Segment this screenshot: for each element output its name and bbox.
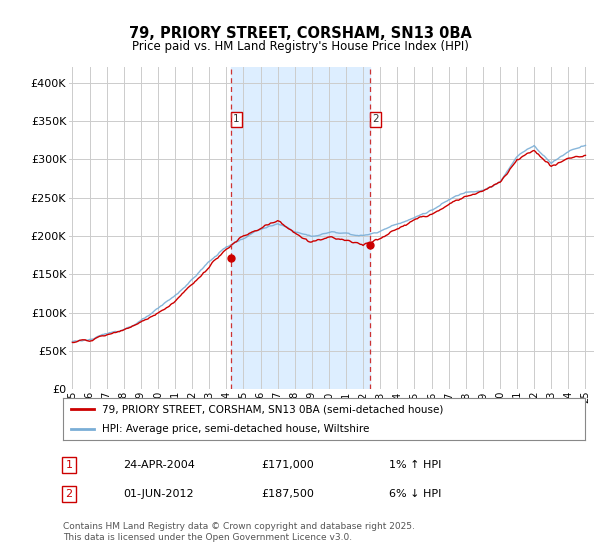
- Text: 1% ↑ HPI: 1% ↑ HPI: [389, 460, 441, 470]
- Text: 2: 2: [372, 114, 379, 124]
- Text: 01-JUN-2012: 01-JUN-2012: [123, 489, 194, 499]
- Text: £187,500: £187,500: [261, 489, 314, 499]
- Bar: [231, 67, 370, 389]
- Text: 1: 1: [233, 114, 240, 124]
- Text: 24-APR-2004: 24-APR-2004: [123, 460, 195, 470]
- Text: 79, PRIORY STREET, CORSHAM, SN13 0BA (semi-detached house): 79, PRIORY STREET, CORSHAM, SN13 0BA (se…: [102, 404, 443, 414]
- Text: HPI: Average price, semi-detached house, Wiltshire: HPI: Average price, semi-detached house,…: [102, 424, 370, 434]
- Text: Contains HM Land Registry data © Crown copyright and database right 2025.
This d: Contains HM Land Registry data © Crown c…: [63, 522, 415, 542]
- Text: Price paid vs. HM Land Registry's House Price Index (HPI): Price paid vs. HM Land Registry's House …: [131, 40, 469, 53]
- Text: 2: 2: [65, 489, 73, 499]
- Text: 1: 1: [65, 460, 73, 470]
- Text: 6% ↓ HPI: 6% ↓ HPI: [389, 489, 441, 499]
- Text: 79, PRIORY STREET, CORSHAM, SN13 0BA: 79, PRIORY STREET, CORSHAM, SN13 0BA: [128, 26, 472, 41]
- Text: £171,000: £171,000: [261, 460, 314, 470]
